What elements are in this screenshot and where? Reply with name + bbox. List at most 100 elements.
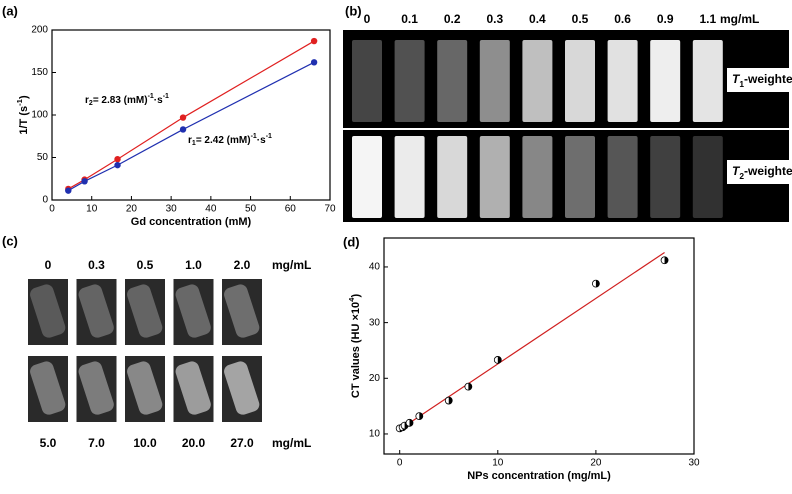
marker <box>310 59 318 66</box>
text-part: T <box>732 164 741 178</box>
ct-tube <box>78 361 114 415</box>
tube-image <box>607 136 638 218</box>
ct-tube <box>78 284 114 338</box>
x-axis-label: Gd concentration (mM) <box>131 216 252 228</box>
tube-image <box>607 40 638 122</box>
x-tick-label: 50 <box>245 204 257 215</box>
concentration-label: 27.0 <box>230 436 254 450</box>
concentration-label: 0 <box>364 12 371 26</box>
fit-line <box>399 251 665 431</box>
text-part: CT values (HU ×10 <box>350 302 362 398</box>
tube-image <box>437 136 468 218</box>
marker <box>660 256 669 265</box>
tube-image <box>479 40 510 122</box>
tube-image <box>522 136 553 218</box>
text-part: 2 <box>739 171 744 181</box>
y-tick-label: 30 <box>369 317 381 328</box>
tube-image <box>437 40 468 122</box>
concentration-label: 0.6 <box>614 12 631 26</box>
concentration-label: 1.1 <box>699 12 716 26</box>
tube-image <box>394 136 425 218</box>
concentration-label: 0.4 <box>529 12 546 26</box>
concentration-label: 0.5 <box>572 12 589 26</box>
concentration-label: 0.9 <box>657 12 674 26</box>
y-tick-label: 10 <box>369 429 381 440</box>
tube-image <box>352 40 382 122</box>
annotation: r1= 2.42 (mM)-1·s-1 <box>188 133 272 147</box>
marker <box>591 279 600 288</box>
tube-image <box>394 40 425 122</box>
concentration-label: 0.2 <box>444 12 461 26</box>
ct-tube <box>175 284 211 338</box>
ct-tube <box>224 361 260 415</box>
text-part: r <box>188 135 192 146</box>
panel-label: (b) <box>345 3 362 18</box>
text-part: -1 <box>15 98 24 106</box>
marker-half <box>664 256 669 264</box>
x-tick-label: 10 <box>492 458 504 469</box>
x-tick-label: 10 <box>86 204 98 215</box>
series-line <box>67 40 315 190</box>
text-part: -weighted <box>744 72 792 86</box>
marker-half <box>448 397 453 405</box>
x-tick-label: 60 <box>285 204 297 215</box>
concentration-label: 5.0 <box>40 436 57 450</box>
ct-tube <box>30 284 66 338</box>
unit-label: mg/mL <box>720 12 759 26</box>
text-part: T <box>732 72 741 86</box>
text-part: -1 <box>163 93 169 100</box>
text-part: = 2.83 (mM) <box>93 95 148 106</box>
y-tick-label: 150 <box>31 67 48 78</box>
text-part: 1 <box>739 79 744 89</box>
ct-tube <box>127 284 163 338</box>
panel-label: (d) <box>343 234 360 249</box>
x-tick-label: 30 <box>688 458 700 469</box>
ct-tube <box>30 361 66 415</box>
marker <box>310 37 318 45</box>
ct-tube <box>127 361 163 415</box>
y-tick-label: 200 <box>31 25 48 36</box>
tube-image <box>650 136 681 218</box>
text-part: ) <box>18 95 30 99</box>
y-tick-label: 40 <box>369 262 381 273</box>
row-label-bg <box>727 160 789 184</box>
marker-half <box>468 383 472 391</box>
annotation: r2= 2.83 (mM)-1·s-1 <box>85 93 169 107</box>
tube-image <box>522 40 553 122</box>
ct-tube <box>224 284 260 338</box>
x-tick-label: 0 <box>397 458 403 469</box>
tube-image <box>565 40 595 122</box>
ct-tube <box>175 361 211 415</box>
y-tick-label: 0 <box>42 195 48 206</box>
marker-half <box>419 412 423 420</box>
panel-label: (a) <box>2 3 18 18</box>
concentration-label: 7.0 <box>88 436 105 450</box>
tube-image <box>692 136 723 218</box>
marker <box>179 126 187 133</box>
plot-frame <box>383 237 695 455</box>
marker <box>444 396 453 405</box>
text-part: 2 <box>89 100 93 107</box>
text-part: 1/T (s <box>18 106 30 135</box>
concentration-label: 2.0 <box>234 258 251 272</box>
panel-label: (c) <box>2 233 18 248</box>
concentration-label: 1.0 <box>185 258 202 272</box>
marker <box>415 412 424 421</box>
y-axis-label: 1/T (s-1) <box>15 95 30 135</box>
text-part: r <box>85 95 89 106</box>
row-label: T2-weighted <box>732 164 792 181</box>
marker <box>493 356 502 364</box>
tube-image <box>650 40 681 122</box>
marker <box>464 382 473 391</box>
concentration-label: 0 <box>45 258 52 272</box>
concentration-label: 0.1 <box>401 12 418 26</box>
concentration-label: 0.3 <box>88 258 105 272</box>
concentration-label: 0.3 <box>486 12 503 26</box>
marker-half <box>409 419 414 427</box>
marker-half <box>497 356 502 364</box>
concentration-label: 20.0 <box>182 436 206 450</box>
marker <box>114 156 121 163</box>
text-part: 1 <box>192 140 196 147</box>
x-tick-label: 70 <box>324 204 336 215</box>
marker <box>81 178 88 185</box>
